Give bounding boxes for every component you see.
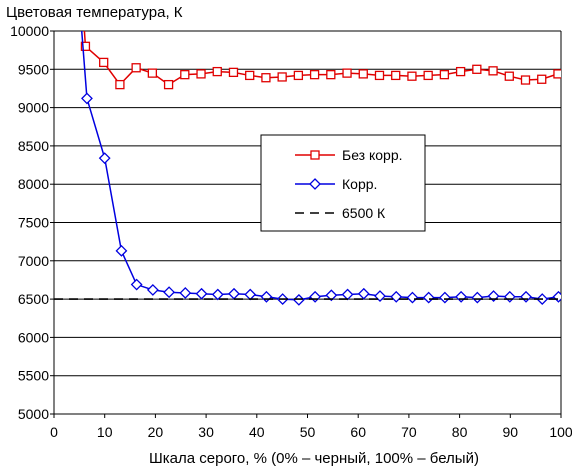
x-tick-label: 60 <box>350 424 366 440</box>
data-point-diamond <box>260 290 273 303</box>
data-point-square <box>342 68 352 78</box>
data-point-square <box>407 71 417 81</box>
data-point-square <box>99 57 109 68</box>
data-point-diamond <box>438 291 451 304</box>
chart-title: Цветовая температура, К <box>6 4 183 21</box>
data-point-square <box>293 70 304 81</box>
data-point-square <box>423 70 433 81</box>
data-point-square <box>131 63 141 73</box>
data-point-square <box>245 70 255 81</box>
data-point-diamond <box>244 288 257 301</box>
data-point-diamond <box>520 290 532 303</box>
data-point-square <box>261 73 271 83</box>
data-point-diamond <box>552 290 561 303</box>
y-tick-label: 8000 <box>18 176 49 192</box>
data-point-square <box>537 74 547 84</box>
data-point-diamond <box>406 291 419 304</box>
data-point-square <box>439 70 450 80</box>
x-tick-label: 20 <box>148 424 164 440</box>
data-point-square <box>358 69 368 79</box>
data-point-square <box>115 79 125 90</box>
data-point-square <box>80 41 91 51</box>
axis-layer: 5000 5500 6000 6500 7000 7500 8000 8500 9000 9500… <box>10 23 572 440</box>
data-point-diamond <box>357 287 370 300</box>
data-point-square <box>326 70 336 80</box>
y-tick-label: 9000 <box>18 100 49 116</box>
data-point-diamond <box>390 290 403 303</box>
data-point-square <box>147 68 158 78</box>
data-point-diamond <box>115 244 128 257</box>
data-point-square <box>180 70 190 80</box>
data-point-square <box>488 66 498 76</box>
data-point-diamond <box>455 290 468 303</box>
data-point-square <box>277 72 287 82</box>
data-point-diamond <box>81 92 93 105</box>
y-tick-label: 9500 <box>18 61 49 77</box>
data-point-square <box>553 69 561 79</box>
data-point-diamond <box>163 286 176 299</box>
legend: Без корр. Корр. 6500 К <box>260 134 426 232</box>
data-point-diamond <box>98 152 111 165</box>
legend-label-2: 6500 К <box>342 205 386 221</box>
y-tick-label: 5000 <box>18 406 49 422</box>
x-tick-label: 80 <box>452 424 468 440</box>
data-point-diamond <box>228 287 240 300</box>
legend-label-0: Без корр. <box>342 147 403 163</box>
x-tick-label: 90 <box>503 424 519 440</box>
data-point-diamond <box>503 290 516 303</box>
x-tick-label: 0 <box>50 424 58 440</box>
data-point-diamond <box>211 288 224 301</box>
data-point-diamond <box>325 289 338 302</box>
data-point-square <box>212 66 222 77</box>
data-point-diamond <box>195 287 208 300</box>
legend-marker-0 <box>310 150 320 160</box>
data-point-square <box>391 70 401 81</box>
y-tick-label: 5500 <box>18 368 49 384</box>
x-tick-label: 10 <box>97 424 113 440</box>
y-tick-label: 8500 <box>18 138 49 154</box>
data-point-square <box>374 70 385 81</box>
x-tick-label: 100 <box>549 424 572 440</box>
data-point-square <box>472 64 482 74</box>
data-point-diamond <box>309 290 322 303</box>
y-tick-label: 7000 <box>18 253 49 269</box>
y-tick-label: 6500 <box>18 291 49 307</box>
data-point-diamond <box>422 291 435 304</box>
data-point-square <box>504 71 514 81</box>
legend-label-1: Корр. <box>342 176 377 192</box>
data-point-diamond <box>179 287 192 299</box>
legend-box <box>260 134 426 232</box>
data-point-square <box>520 75 531 85</box>
data-point-square <box>309 70 320 80</box>
data-point-diamond <box>341 288 354 301</box>
data-point-square <box>163 79 174 90</box>
y-tick-label: 10000 <box>10 23 49 39</box>
data-point-square <box>228 67 239 78</box>
series-layer <box>54 31 561 306</box>
y-tick-label: 6000 <box>18 329 49 345</box>
y-tick-label: 7500 <box>18 215 49 231</box>
x-tick-label: 70 <box>401 424 417 440</box>
x-tick-label: 30 <box>198 424 214 440</box>
data-point-square <box>455 66 466 77</box>
x-axis-label: Шкала серого, % (0% – черный, 100% – бел… <box>149 450 479 467</box>
data-point-square <box>196 69 206 79</box>
x-tick-label: 50 <box>300 424 316 440</box>
data-point-diamond <box>146 283 159 296</box>
legend-marker-1 <box>309 178 321 190</box>
data-point-diamond <box>130 278 143 291</box>
data-point-diamond <box>471 291 484 304</box>
x-tick-label: 40 <box>249 424 265 440</box>
